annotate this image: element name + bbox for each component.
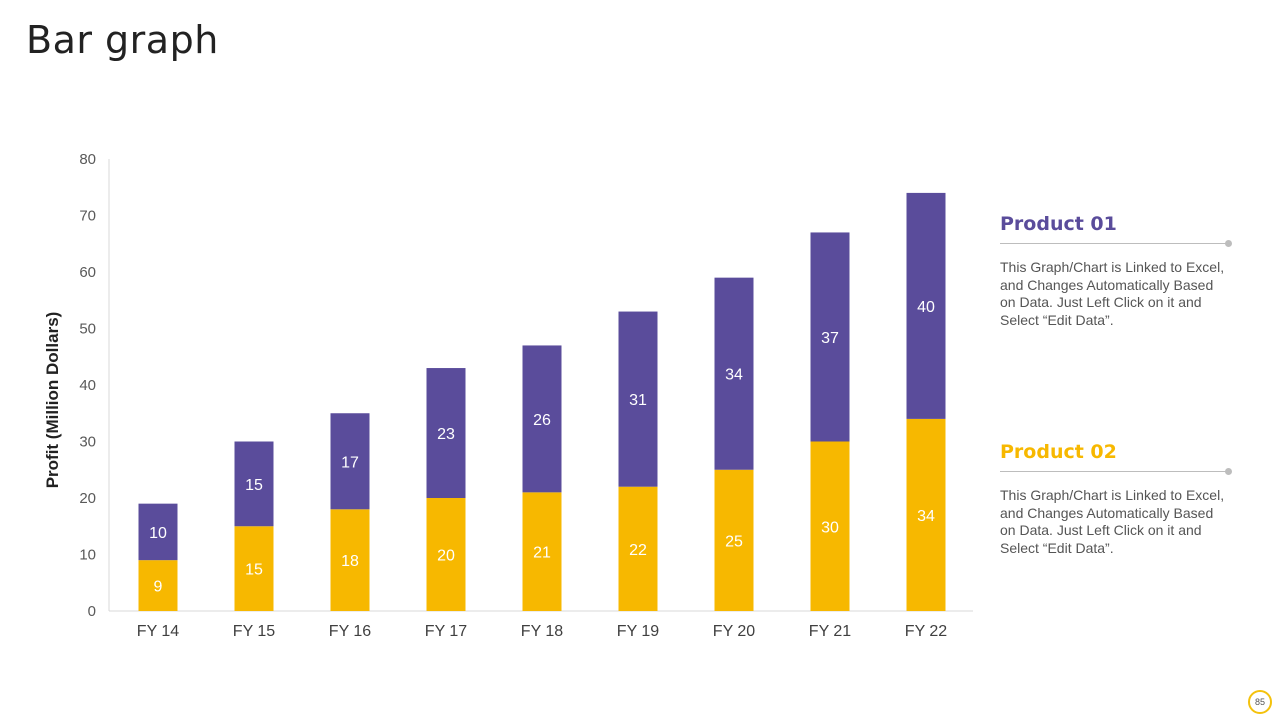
bar-segment-product-01: [714, 277, 754, 470]
data-label: 15: [245, 562, 263, 579]
x-tick-label: FY 18: [521, 623, 564, 640]
product-01-title: Product 01: [1000, 213, 1117, 235]
y-tick-label: 40: [79, 377, 96, 394]
data-label: 25: [725, 533, 743, 550]
y-tick-label: 10: [79, 547, 96, 564]
bar-segment-product-01: [522, 345, 562, 493]
data-label: 9: [154, 579, 163, 596]
data-label: 30: [821, 519, 839, 536]
slide-title: Bar graph: [26, 18, 219, 62]
data-label: 26: [533, 412, 551, 429]
data-label: 23: [437, 426, 455, 443]
y-tick-label: 20: [79, 490, 96, 507]
x-tick-label: FY 17: [425, 623, 468, 640]
x-tick-label: FY 16: [329, 623, 372, 640]
bar-segment-product-02: [906, 418, 946, 611]
product-02-description: This Graph/Chart is Linked to Excel, and…: [1000, 487, 1225, 556]
data-label: 37: [821, 330, 839, 347]
bar-segment-product-01: [906, 192, 946, 419]
x-tick-label: FY 19: [617, 623, 660, 640]
bar-segment-product-01: [330, 413, 370, 510]
data-label: 10: [149, 525, 167, 542]
x-tick-label: FY 22: [905, 623, 948, 640]
bar-segment-product-02: [234, 526, 274, 611]
bar-segment-product-01: [234, 441, 274, 527]
y-tick-label: 0: [88, 603, 96, 620]
bar-segment-product-01: [618, 311, 658, 487]
bar-segment-product-02: [138, 560, 178, 611]
data-label: 31: [629, 392, 647, 409]
y-tick-label: 80: [79, 151, 96, 168]
product-01-description: This Graph/Chart is Linked to Excel, and…: [1000, 259, 1225, 328]
y-axis-title: Profit (Million Dollars): [43, 312, 62, 489]
bar-segment-product-01: [426, 368, 466, 498]
bar-segment-product-02: [810, 441, 850, 611]
y-tick-label: 50: [79, 321, 96, 338]
data-label: 34: [917, 508, 935, 525]
page-number-badge: 85: [1248, 690, 1272, 714]
x-tick-label: FY 21: [809, 623, 852, 640]
product-02-divider: [1000, 468, 1232, 475]
product-01-divider: [1000, 240, 1232, 247]
x-tick-label: FY 15: [233, 623, 276, 640]
x-tick-label: FY 14: [137, 623, 180, 640]
data-label: 17: [341, 454, 359, 471]
data-label: 34: [725, 367, 743, 384]
bar-segment-product-02: [714, 469, 754, 611]
product-01-card: Product 01 This Graph/Chart is Linked to…: [1000, 213, 1232, 329]
y-tick-label: 30: [79, 434, 96, 451]
data-label: 21: [533, 545, 551, 562]
y-tick-label: 70: [79, 208, 96, 225]
product-02-title: Product 02: [1000, 441, 1117, 463]
bar-segment-product-02: [522, 492, 562, 611]
bar-segment-product-01: [810, 232, 850, 442]
x-tick-label: FY 20: [713, 623, 756, 640]
data-label: 15: [245, 477, 263, 494]
data-label: 18: [341, 553, 359, 570]
data-label: 40: [917, 299, 935, 316]
product-02-card: Product 02 This Graph/Chart is Linked to…: [1000, 441, 1232, 557]
bar-segment-product-02: [426, 498, 466, 611]
bar-segment-product-02: [330, 509, 370, 611]
bar-segment-product-01: [138, 503, 178, 561]
bar-segment-product-02: [618, 486, 658, 611]
data-label: 20: [437, 548, 455, 565]
data-label: 22: [629, 542, 647, 559]
y-tick-label: 60: [79, 264, 96, 281]
